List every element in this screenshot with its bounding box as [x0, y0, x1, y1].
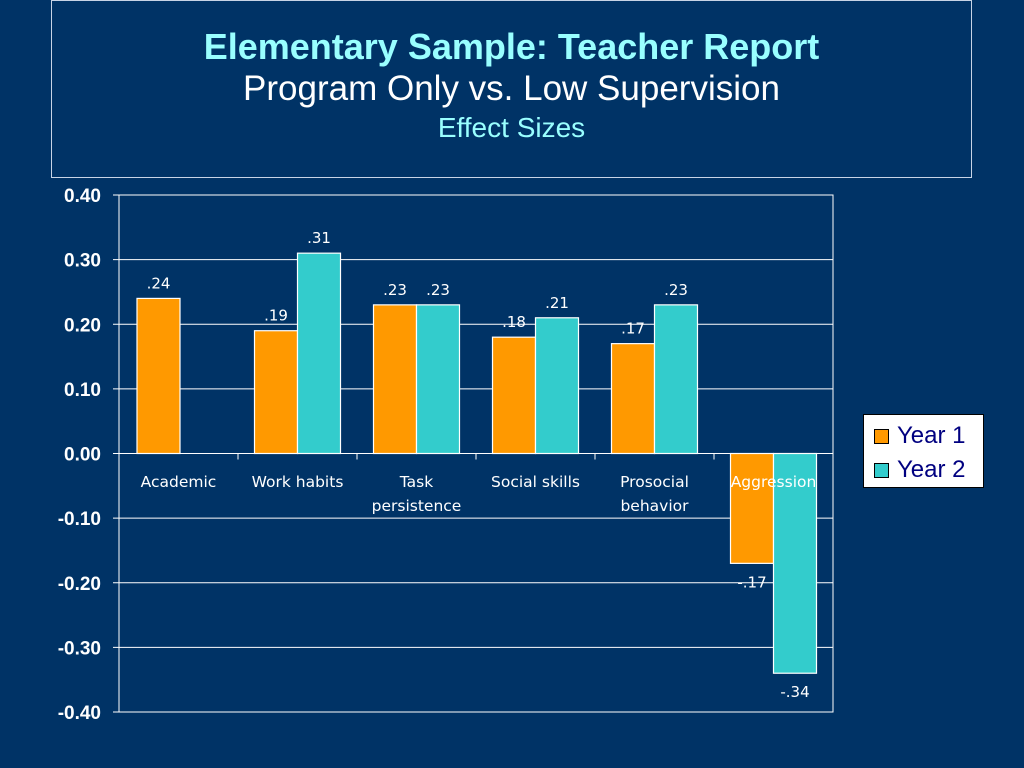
data-label: .17 [621, 320, 645, 338]
bar-year2 [415, 304, 461, 455]
bar-year1 [372, 304, 418, 455]
bar-year1 [253, 330, 299, 455]
legend-label-year1: Year 1 [897, 422, 966, 449]
bar-year1 [491, 336, 537, 455]
data-label: .23 [664, 281, 688, 299]
data-label: .19 [264, 307, 288, 325]
data-label: -.34 [780, 683, 809, 701]
bar-year1 [610, 343, 656, 455]
bar-year2 [772, 452, 818, 674]
title-box: Elementary Sample: Teacher Report Progra… [51, 0, 972, 178]
bar-year2 [653, 304, 699, 455]
legend-item-year2: Year 2 [874, 455, 966, 485]
bar-year2 [296, 252, 342, 455]
chart-title: Elementary Sample: Teacher Report [203, 26, 820, 67]
bar-year2 [534, 317, 580, 455]
y-tick-label: -0.20 [58, 574, 101, 595]
bar-year1 [136, 297, 181, 455]
y-tick-label: 0.00 [64, 445, 101, 466]
bar-year1 [729, 452, 775, 564]
y-tick-label: -0.40 [58, 703, 101, 724]
y-tick-label: -0.30 [58, 638, 101, 659]
data-label: .31 [307, 229, 331, 247]
data-label: .23 [426, 281, 450, 299]
legend: Year 1 Year 2 [863, 414, 984, 488]
data-label: .24 [147, 274, 171, 292]
data-label: .23 [383, 281, 407, 299]
data-label: .18 [502, 313, 526, 331]
x-tick-label: Social skills [491, 473, 580, 491]
y-tick-label: -0.10 [58, 509, 101, 530]
x-tick-label: persistence [372, 497, 462, 515]
chart-subtitle-2: Effect Sizes [437, 112, 586, 143]
legend-label-year2: Year 2 [897, 456, 966, 483]
chart-subtitle: Program Only vs. Low Supervision [243, 69, 780, 108]
data-label: .21 [545, 294, 569, 312]
x-tick-label: Prosocial [620, 473, 689, 491]
legend-swatch-year1 [874, 428, 889, 444]
data-label: -.17 [737, 573, 766, 591]
x-tick-label: Work habits [252, 473, 344, 491]
y-tick-label: 0.20 [64, 315, 101, 336]
x-tick-label: Academic [141, 473, 217, 491]
x-tick-label: behavior [620, 497, 689, 515]
x-tick-label: Task [399, 473, 433, 491]
y-tick-label: 0.30 [64, 251, 101, 272]
legend-item-year1: Year 1 [874, 421, 966, 451]
x-tick-label: Aggression [731, 473, 817, 491]
y-tick-label: 0.40 [64, 186, 101, 207]
legend-swatch-year2 [874, 462, 889, 478]
y-tick-label: 0.10 [64, 380, 101, 401]
